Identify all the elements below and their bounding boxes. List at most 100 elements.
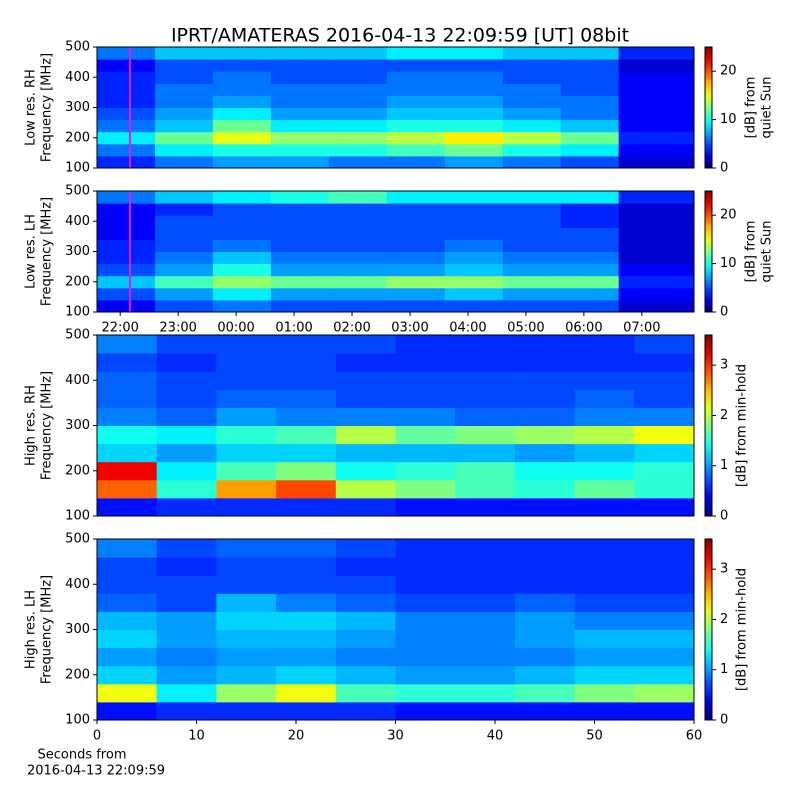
- heatmap-cell: [328, 239, 388, 252]
- heatmap-cell: [335, 557, 396, 576]
- heatmap-cell: [634, 683, 695, 703]
- heatmap-cell: [618, 155, 695, 169]
- heatmap-cell: [574, 425, 635, 445]
- heatmap-cell: [212, 191, 272, 204]
- heatmap-cell: [455, 683, 516, 703]
- heatmap-cell: [502, 107, 562, 121]
- heatmap-cell: [335, 629, 396, 649]
- heatmap-cell: [444, 263, 504, 277]
- heatmap-cell: [97, 539, 158, 558]
- heatmap-cell: [270, 263, 330, 277]
- heatmap-cell: [455, 335, 516, 354]
- heatmap-cell: [276, 539, 337, 558]
- heatmap-cell: [154, 107, 214, 121]
- colorbar-tick-label: 20: [720, 208, 737, 223]
- heatmap-cell: [97, 683, 158, 703]
- heatmap-cell: [618, 71, 695, 84]
- heatmap-cell: [514, 557, 576, 576]
- y-tick-label: 100: [65, 305, 90, 320]
- heatmap-cell: [444, 119, 504, 133]
- heatmap-cell: [395, 575, 456, 594]
- heatmap-cell: [97, 59, 156, 72]
- heatmap-cell: [618, 275, 695, 289]
- heatmap-cell: [216, 629, 277, 649]
- heatmap-cell: [156, 443, 217, 463]
- heatmap-cell: [156, 371, 217, 390]
- heatmap-cell: [502, 275, 562, 289]
- heatmap-cell: [634, 479, 695, 499]
- heatmap-cell: [335, 461, 396, 481]
- y-tick-label: 400: [65, 70, 90, 85]
- heatmap-cell: [574, 353, 635, 372]
- y-tick-label: 200: [65, 274, 90, 289]
- heatmap-cell: [386, 131, 446, 145]
- heatmap-cell: [154, 47, 214, 60]
- heatmap-cell: [634, 389, 695, 408]
- heatmap-cell: [335, 479, 396, 499]
- heatmap-cell: [328, 203, 388, 216]
- heatmap-cell: [634, 425, 695, 445]
- heatmap-cell: [386, 287, 446, 301]
- heatmap-cell: [634, 539, 695, 558]
- heatmap-cell: [395, 425, 456, 445]
- heatmap-cell: [156, 461, 217, 481]
- heatmap-cell: [560, 71, 620, 84]
- x-tick-label: 10: [188, 729, 205, 744]
- heatmap-cell: [328, 119, 388, 133]
- heatmap-cell: [270, 155, 330, 169]
- heatmap-cell: [212, 47, 272, 60]
- heatmap-cell: [455, 593, 516, 612]
- heatmap-cell: [395, 557, 456, 576]
- heatmap-cell: [212, 263, 272, 277]
- heatmap-cell: [560, 131, 620, 145]
- heatmap-cell: [502, 239, 562, 252]
- heatmap-cell: [502, 227, 562, 240]
- heatmap-cell: [634, 593, 695, 612]
- y-axis-label: High res. RH: [24, 385, 39, 466]
- heatmap-cell: [154, 83, 214, 96]
- heatmap-cell: [395, 461, 456, 481]
- heatmap-cell: [618, 83, 695, 96]
- heatmap-cell: [97, 239, 156, 252]
- heatmap-cell: [634, 557, 695, 576]
- y-tick-label: 300: [65, 418, 90, 433]
- heatmap-cell: [502, 119, 562, 133]
- heatmap-cell: [270, 59, 330, 72]
- heatmap-cell: [156, 425, 217, 445]
- heatmap-cell: [502, 191, 562, 204]
- heatmap-cell: [514, 611, 576, 630]
- y-axis-label: High res. LH: [24, 590, 39, 669]
- heatmap-cell: [395, 539, 456, 558]
- heatmap-cell: [276, 425, 337, 445]
- heatmap-cell: [335, 443, 396, 463]
- heatmap-cell: [574, 461, 635, 481]
- x-tick-label: 04:00: [449, 321, 486, 336]
- heatmap-cell: [154, 239, 214, 252]
- heatmap-cell: [212, 107, 272, 121]
- heatmap-cell: [634, 647, 695, 667]
- heatmap-cell: [502, 203, 562, 216]
- heatmap-cell: [212, 59, 272, 72]
- colorbar-tick-label: 3: [720, 562, 728, 577]
- heatmap-cell: [634, 353, 695, 372]
- y-tick-label: 300: [65, 622, 90, 637]
- heatmap-cell: [386, 83, 446, 96]
- heatmap-cell: [328, 227, 388, 240]
- heatmap-cell: [634, 629, 695, 649]
- heatmap-cell: [386, 95, 446, 108]
- heatmap-cell: [395, 647, 456, 667]
- heatmap-cell: [634, 443, 695, 463]
- heatmap-cell: [97, 497, 158, 517]
- x-tick-label: 30: [387, 729, 404, 744]
- heatmap-cell: [502, 95, 562, 108]
- heatmap-cell: [270, 107, 330, 121]
- heatmap-cell: [212, 203, 272, 216]
- heatmap-cell: [156, 335, 217, 354]
- heatmap-cell: [444, 251, 504, 265]
- heatmap-cell: [276, 461, 337, 481]
- heatmap-cell: [270, 131, 330, 145]
- heatmap-cell: [395, 497, 456, 517]
- heatmap-cell: [502, 47, 562, 60]
- heatmap-cell: [514, 665, 576, 685]
- heatmap-cell: [212, 299, 272, 313]
